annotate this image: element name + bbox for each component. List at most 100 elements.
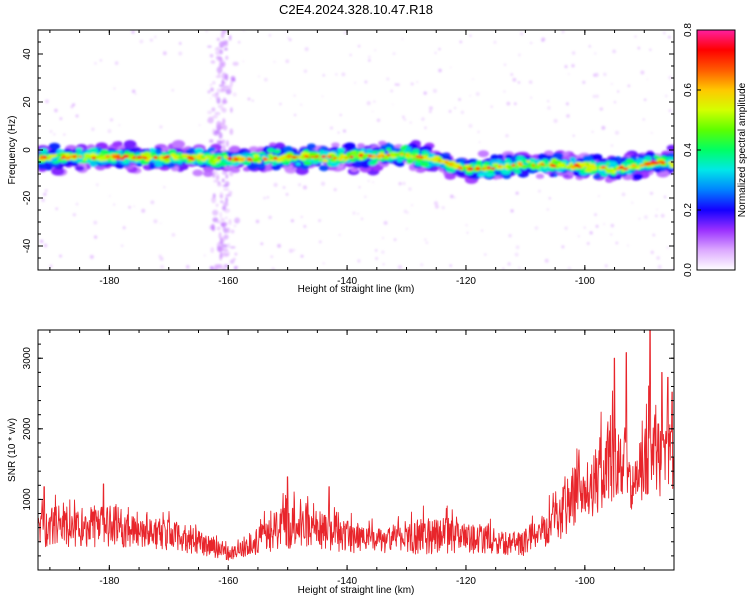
heatmap-speckle — [588, 45, 592, 48]
heatmap-cell — [566, 167, 571, 170]
heatmap-cell — [630, 167, 636, 171]
heatmap-cell — [38, 153, 43, 157]
heatmap-cell — [489, 172, 496, 177]
heatmap-speckle — [650, 250, 654, 254]
heatmap-cell — [475, 167, 481, 171]
heatmap-speckle — [150, 200, 155, 205]
heatmap-streak-cell — [229, 259, 235, 264]
heatmap-cell — [600, 165, 606, 169]
heatmap-speckle — [591, 130, 594, 133]
heatmap-streak-cell — [210, 87, 214, 92]
heatmap-speckle — [518, 266, 521, 269]
heatmap-streak-cell — [219, 41, 225, 49]
heatmap-speckle — [203, 254, 206, 257]
heatmap-cell — [549, 173, 556, 178]
heatmap-cell — [75, 165, 85, 172]
heatmap-cell — [498, 165, 502, 168]
heatmap-speckle — [510, 73, 514, 76]
heatmap-cell — [176, 159, 183, 164]
heatmap-cell — [345, 156, 349, 159]
heatmap-speckle — [392, 52, 396, 55]
heatmap-speckle — [300, 215, 303, 218]
heatmap-speckle — [565, 102, 569, 106]
heatmap-speckle — [335, 73, 338, 76]
heatmap-speckle — [159, 125, 163, 129]
heatmap-cell — [666, 167, 674, 173]
heatmap-speckle — [49, 264, 53, 268]
heatmap-cell — [196, 159, 201, 162]
heatmap-streak-cell — [209, 266, 214, 270]
heatmap-speckle — [273, 60, 276, 63]
heatmap-speckle — [39, 239, 44, 244]
colorbar-ticks: 0.0 0.2 0.4 0.6 0.8 — [683, 23, 701, 277]
heatmap-streak-cell — [216, 37, 220, 42]
heatmap-speckle — [506, 101, 511, 106]
heatmap-speckle — [141, 208, 146, 213]
heatmap-cell — [353, 154, 359, 158]
heatmap-streak-cell — [223, 227, 228, 234]
heatmap-streak-cell — [220, 32, 225, 39]
heatmap-cell — [192, 169, 204, 177]
heatmap-cell — [632, 173, 643, 180]
heatmap-speckle — [318, 219, 321, 222]
heatmap-cell — [112, 141, 122, 148]
heatmap-cell — [593, 174, 601, 180]
heatmap-speckle — [287, 36, 290, 39]
snr-x-label: Height of straight line (km) — [298, 585, 415, 596]
heatmap-streak-cell — [223, 187, 230, 191]
heatmap-speckle — [458, 98, 461, 101]
heatmap-cell — [322, 158, 328, 163]
heatmap-speckle — [510, 209, 514, 213]
heatmap-speckle — [503, 63, 507, 66]
heatmap-cell — [654, 168, 662, 173]
heatmap-cell — [154, 161, 163, 167]
heatmap-speckle — [72, 103, 76, 107]
heatmap-speckle — [528, 80, 533, 84]
heatmap-cell — [263, 160, 270, 165]
heatmap-streak-cell — [216, 183, 222, 187]
heatmap-speckle — [406, 211, 409, 214]
y-tick-label: 20 — [22, 96, 33, 108]
heatmap-cell — [541, 163, 545, 166]
heatmap-cell — [588, 164, 594, 168]
heatmap-cell — [411, 153, 416, 156]
x-tick-label: -120 — [456, 276, 476, 287]
heatmap-cell — [61, 154, 66, 157]
heatmap-speckle — [621, 192, 626, 197]
heatmap-cell — [371, 154, 377, 158]
heatmap-cell — [492, 163, 498, 167]
heatmap-speckle — [615, 241, 619, 245]
heatmap-cell — [177, 156, 184, 160]
heatmap-cell — [321, 155, 326, 159]
heatmap-cell — [267, 147, 275, 153]
heatmap-speckle — [198, 124, 201, 127]
x-tick-label: -100 — [575, 276, 595, 287]
heatmap-cell — [112, 156, 117, 159]
heatmap-cell — [521, 158, 528, 162]
heatmap-cell — [513, 169, 522, 174]
heatmap-cell — [606, 163, 610, 166]
heatmap-speckle — [663, 195, 667, 199]
heatmap-cell — [273, 157, 277, 159]
heatmap-speckle — [663, 31, 666, 35]
heatmap-cell — [132, 155, 137, 158]
heatmap-streak-cell — [228, 34, 232, 41]
colorbar-tick-label: 0.6 — [683, 83, 694, 97]
heatmap-streak-cell — [216, 66, 223, 74]
heatmap-streak-cell — [217, 265, 223, 268]
heatmap-streak-cell — [221, 243, 228, 248]
heatmap-speckle — [320, 181, 326, 186]
heatmap-speckle — [322, 262, 325, 265]
heatmap-speckle — [357, 212, 359, 215]
heatmap-speckle — [109, 118, 114, 122]
heatmap-streak-cell — [219, 122, 225, 130]
heatmap-speckle — [640, 70, 645, 75]
heatmap-speckle — [477, 130, 480, 133]
heatmap-speckle — [547, 100, 550, 103]
heatmap-cell — [77, 158, 83, 163]
heatmap-speckle — [397, 265, 402, 270]
heatmap-speckle — [120, 244, 124, 247]
heatmap-cell — [457, 166, 463, 170]
heatmap-cell — [338, 157, 344, 161]
heatmap-cell — [267, 154, 272, 157]
